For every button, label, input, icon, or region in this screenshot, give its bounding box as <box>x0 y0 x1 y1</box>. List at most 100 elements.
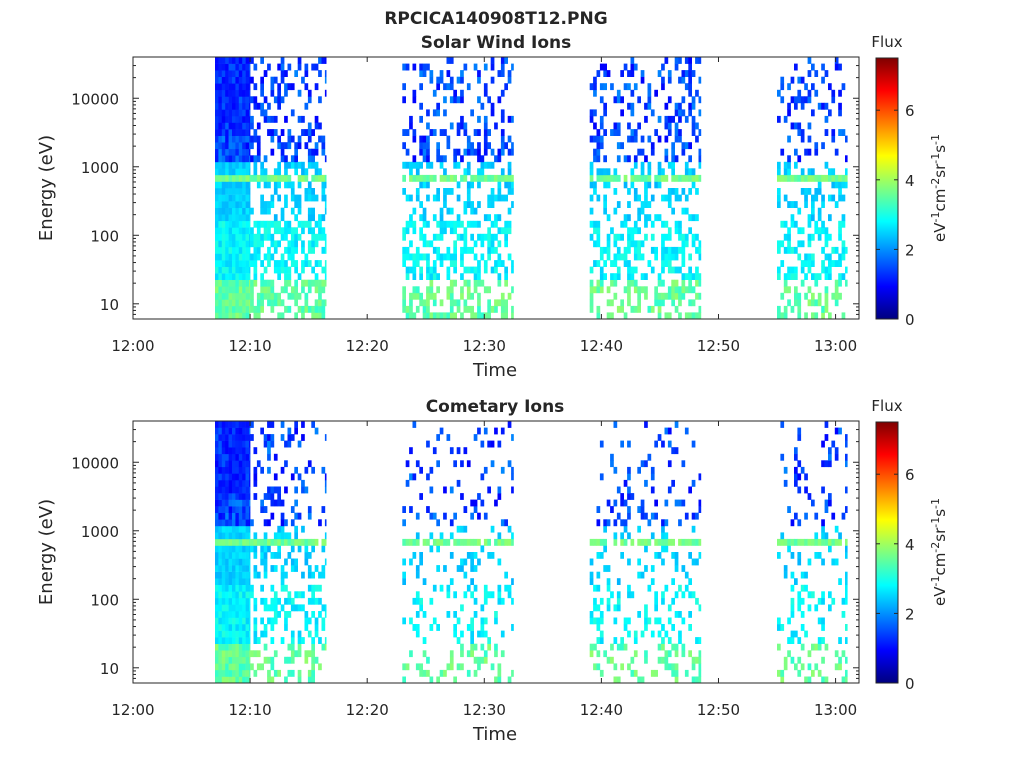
spectrogram-cell <box>307 460 312 468</box>
spectrogram-cell <box>681 96 686 104</box>
spectrogram-cell <box>228 427 233 435</box>
spectrogram-cell <box>284 305 288 313</box>
spectrogram-cell <box>249 220 251 228</box>
spectrogram-cell <box>647 584 652 592</box>
spectrogram-cell <box>688 102 692 110</box>
spectrogram-cell <box>225 604 229 612</box>
spectrogram-cell <box>311 421 315 428</box>
spectrogram-cell <box>311 207 315 215</box>
spectrogram-cell <box>821 305 825 313</box>
spectrogram-cell <box>661 597 665 605</box>
spectrogram-cell <box>249 434 251 441</box>
spectrogram-cell <box>225 558 229 566</box>
spectrogram-cell <box>845 669 848 677</box>
spectrogram-cell <box>500 519 505 527</box>
spectrogram-cell <box>644 421 648 428</box>
spectrogram-cell <box>436 155 440 163</box>
spectrogram-cell <box>650 565 655 572</box>
spectrogram-cell <box>228 240 233 248</box>
spectrogram-cell <box>307 188 312 195</box>
spectrogram-cell <box>221 286 226 294</box>
spectrogram-cell <box>249 240 251 248</box>
spectrogram-cell <box>297 643 302 651</box>
spectrogram-cell <box>429 486 434 494</box>
spectrogram-cell <box>287 174 292 182</box>
spectrogram-cell <box>674 129 679 136</box>
spectrogram-cell <box>426 155 430 163</box>
spectrogram-cell <box>238 299 243 307</box>
spectrogram-cell <box>307 650 312 658</box>
spectrogram-cell <box>640 240 645 248</box>
spectrogram-cell <box>270 76 275 84</box>
spectrogram-cell <box>280 565 285 572</box>
spectrogram-cell <box>623 519 628 527</box>
y-tick-label: 10000 <box>71 90 119 108</box>
spectrogram-cell <box>650 486 655 494</box>
spectrogram-cell <box>657 174 662 182</box>
spectrogram-cell <box>777 643 781 651</box>
spectrogram-cell <box>477 70 481 77</box>
spectrogram-cell <box>245 447 250 455</box>
spectrogram-cell <box>691 479 696 487</box>
spectrogram-cell <box>270 305 275 313</box>
spectrogram-cell <box>245 181 250 189</box>
colorbar-tick-label: 2 <box>905 605 915 623</box>
spectrogram-cell <box>436 109 440 117</box>
spectrogram-cell <box>650 512 655 520</box>
spectrogram-cell <box>507 161 512 169</box>
spectrogram-cell <box>688 552 692 559</box>
spectrogram-cell <box>232 135 236 143</box>
spectrogram-cell <box>415 571 420 579</box>
spectrogram-cell <box>616 273 621 280</box>
spectrogram-cell <box>429 466 434 474</box>
spectrogram-cell <box>824 299 829 307</box>
spectrogram-cell <box>473 506 478 513</box>
spectrogram-cell <box>225 115 229 123</box>
spectrogram-cell <box>409 473 413 481</box>
spectrogram-cell <box>412 89 417 97</box>
spectrogram-cell <box>221 624 226 631</box>
spectrogram-cell <box>511 578 514 585</box>
spectrogram-cell <box>456 233 461 241</box>
spectrogram-cell <box>443 174 447 182</box>
spectrogram-cell <box>821 519 825 527</box>
spectrogram-cell <box>218 611 223 618</box>
spectrogram-cell <box>674 421 679 428</box>
spectrogram-cell <box>477 168 481 176</box>
spectrogram-cell <box>215 440 219 448</box>
spectrogram-cell <box>238 486 243 494</box>
spectrogram-cell <box>402 83 406 91</box>
spectrogram-cell <box>477 512 481 520</box>
spectrogram-cell <box>453 624 457 631</box>
spectrogram-cell <box>674 643 679 651</box>
spectrogram-cell <box>838 227 842 235</box>
spectrogram-cell <box>460 493 464 500</box>
spectrogram-cell <box>780 453 785 461</box>
spectrogram-cell <box>507 676 512 684</box>
spectrogram-cell <box>249 292 251 300</box>
spectrogram-cell <box>287 591 292 599</box>
spectrogram-cell <box>235 260 240 267</box>
spectrogram-cell <box>453 174 457 182</box>
spectrogram-cell <box>780 538 785 546</box>
spectrogram-cell <box>405 312 410 320</box>
spectrogram-cell <box>831 260 836 267</box>
spectrogram-cell <box>260 161 264 169</box>
spectrogram-cell <box>620 299 624 307</box>
spectrogram-cell <box>273 552 278 559</box>
spectrogram-cell <box>238 57 243 64</box>
spectrogram-cell <box>821 194 825 202</box>
spectrogram-cell <box>235 188 240 195</box>
spectrogram-cell <box>314 624 319 631</box>
spectrogram-cell <box>253 565 258 572</box>
spectrogram-cell <box>698 650 702 658</box>
spectrogram-cells <box>215 57 848 320</box>
spectrogram-cell <box>606 499 611 507</box>
spectrogram-cell <box>221 240 226 248</box>
spectrogram-cell <box>807 168 812 176</box>
spectrogram-cell <box>439 207 444 215</box>
spectrogram-cell <box>644 214 648 222</box>
spectrogram-cell <box>640 207 645 215</box>
spectrogram-cell <box>409 506 413 513</box>
spectrogram-cell <box>235 246 240 254</box>
